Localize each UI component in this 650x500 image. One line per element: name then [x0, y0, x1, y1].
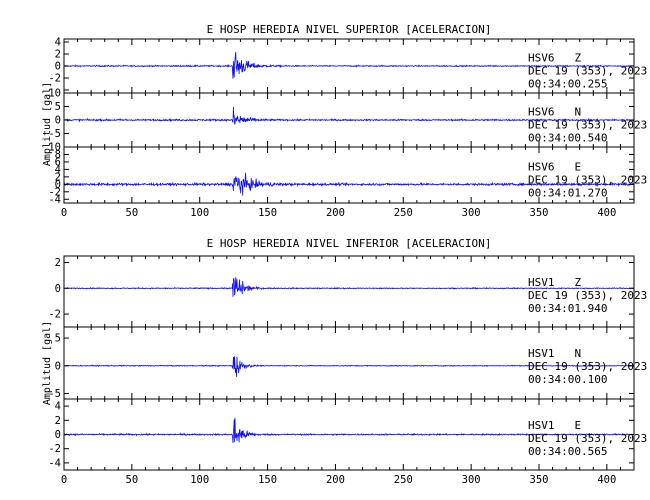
x-tick-label: 300: [462, 207, 481, 219]
x-tick-label: 50: [126, 474, 139, 486]
record-date: DEC 19 (353), 2023: [528, 289, 647, 302]
station-component-label: HSV1 N: [528, 347, 581, 360]
y-tick-label: 0: [55, 429, 61, 441]
y-tick-label: 0: [55, 283, 61, 295]
upper-figure: E HOSP HEREDIA NIVEL SUPERIOR [ACELERACI…: [42, 23, 647, 219]
y-tick-label: 0: [55, 115, 61, 127]
station-code: HSV1: [528, 276, 555, 289]
upper-figure-title: E HOSP HEREDIA NIVEL SUPERIOR [ACELERACI…: [207, 23, 492, 36]
lower-x-axis-tick-labels: 0 50 100 150 200 250 300 350 400: [61, 474, 617, 486]
y-tick-label: -5: [48, 388, 61, 400]
record-date: DEC 19 (353), 2023: [528, 360, 647, 373]
x-tick-label: 100: [190, 207, 209, 219]
x-tick-label: 250: [394, 207, 413, 219]
record-time: 00:34:00.565: [528, 445, 607, 458]
record-time: 00:34:01.270: [528, 187, 607, 200]
station-code: HSV6: [528, 161, 555, 174]
station-code: HSV6: [528, 52, 555, 65]
station-component-label: HSV6 E: [528, 161, 581, 174]
station-code: HSV1: [528, 419, 555, 432]
y-tick-label: -2: [48, 443, 61, 455]
y-tick-label: 10: [48, 88, 61, 100]
x-tick-label: 150: [258, 207, 277, 219]
x-tick-label: 400: [597, 207, 616, 219]
y-tick-label: -2: [48, 309, 61, 321]
record-date: DEC 19 (353), 2023: [528, 65, 647, 78]
x-tick-label: 200: [326, 207, 345, 219]
x-tick-label: 50: [126, 207, 139, 219]
x-tick-label: 200: [326, 474, 345, 486]
y-tick-label: 6: [55, 156, 61, 168]
y-tick-label: -4: [48, 457, 61, 469]
waveform-trace: [63, 106, 635, 125]
y-tick-label: 10: [48, 142, 61, 154]
component-code: E: [575, 419, 582, 432]
station-component-label: HSV6 N: [528, 106, 581, 119]
y-tick-label: 2: [55, 171, 61, 183]
lower-figure-title: E HOSP HEREDIA NIVEL INFERIOR [ACELERACI…: [207, 237, 492, 250]
lower-figure: E HOSP HEREDIA NIVEL INFERIOR [ACELERACI…: [42, 237, 647, 486]
x-tick-label: 250: [394, 474, 413, 486]
y-tick-label: 0: [55, 61, 61, 73]
x-tick-label: 0: [61, 207, 67, 219]
lower-figure-ylabel: Amplitud [gal]: [42, 321, 53, 405]
y-tick-label: -2: [48, 73, 61, 85]
x-tick-label: 150: [258, 474, 277, 486]
waveform-trace: [63, 51, 635, 79]
station-component-label: HSV1 Z: [528, 276, 582, 289]
station-component-label: HSV6 Z: [528, 52, 582, 65]
record-date: DEC 19 (353), 2023: [528, 119, 647, 132]
x-tick-label: 0: [61, 474, 67, 486]
x-tick-label: 100: [190, 474, 209, 486]
x-tick-label: 350: [530, 474, 549, 486]
waveform-trace: [63, 417, 635, 444]
record-time: 00:34:01.940: [528, 302, 607, 315]
component-code: N: [575, 106, 582, 119]
y-tick-label: 2: [55, 257, 61, 269]
y-tick-label: 8: [55, 149, 61, 161]
y-tick-label: 4: [55, 37, 61, 49]
y-tick-label: 4: [55, 164, 61, 176]
waveform-trace: [63, 172, 635, 196]
record-date: DEC 19 (353), 2023: [528, 432, 647, 445]
component-code: N: [575, 347, 582, 360]
y-tick-label: 0: [55, 360, 61, 372]
y-tick-label: 4: [55, 401, 61, 413]
station-component-label: HSV1 E: [528, 419, 581, 432]
station-code: HSV6: [528, 106, 555, 119]
component-code: Z: [575, 276, 582, 289]
x-tick-label: 300: [462, 474, 481, 486]
upper-figure-ylabel: Amplitud [gal]: [42, 82, 53, 166]
x-tick-label: 350: [530, 207, 549, 219]
y-tick-label: -2: [48, 186, 61, 198]
record-date: DEC 19 (353), 2023: [528, 174, 647, 187]
upper-x-axis-tick-labels: 0 50 100 150 200 250 300 350 400: [61, 207, 617, 219]
record-time: 00:34:00.540: [528, 132, 607, 145]
y-tick-label: 5: [55, 333, 61, 345]
y-tick-label: 2: [55, 415, 61, 427]
y-tick-label: -5: [48, 128, 61, 140]
station-code: HSV1: [528, 347, 555, 360]
waveform-trace: [63, 277, 635, 297]
component-code: Z: [575, 52, 582, 65]
y-tick-label: 0: [55, 179, 61, 191]
waveform-trace: [63, 356, 635, 378]
x-tick-label: 400: [597, 474, 616, 486]
component-code: E: [575, 161, 582, 174]
record-time: 00:34:00.255: [528, 78, 607, 91]
y-tick-label: 2: [55, 49, 61, 61]
y-tick-label: -4: [48, 194, 61, 206]
record-time: 00:34:00.100: [528, 373, 607, 386]
y-tick-label: 5: [55, 101, 61, 113]
